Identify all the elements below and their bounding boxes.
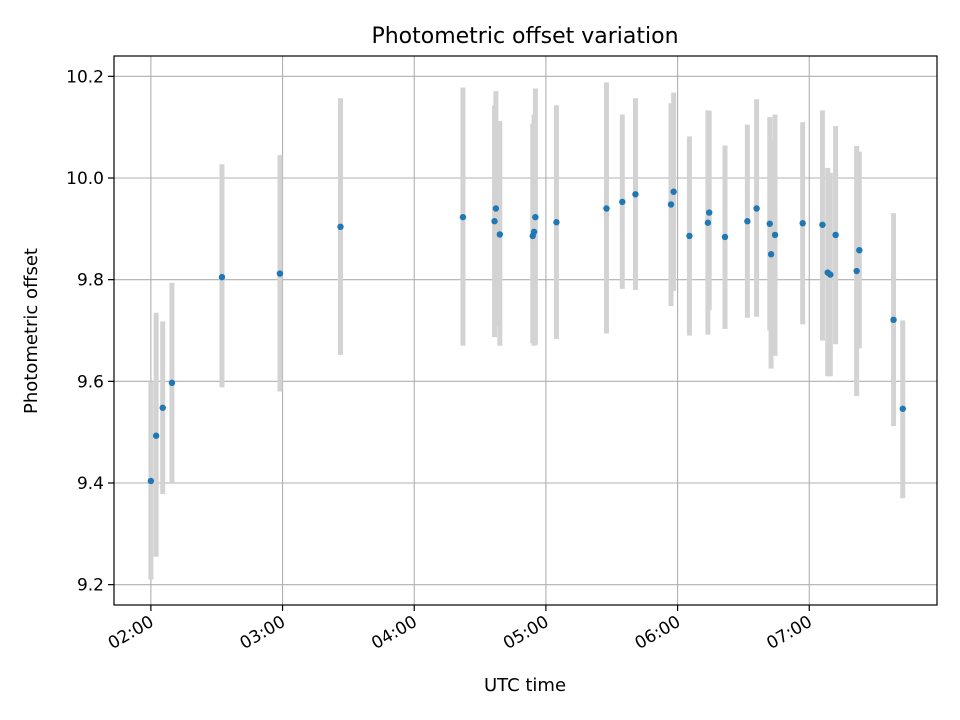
data-point xyxy=(337,223,344,230)
grid xyxy=(114,56,937,605)
y-tick-label: 9.6 xyxy=(77,372,104,392)
y-tick-label: 9.8 xyxy=(77,271,104,291)
data-point xyxy=(890,316,897,324)
data-point xyxy=(603,205,610,212)
data-point xyxy=(159,404,166,411)
data-point xyxy=(832,231,839,239)
data-points xyxy=(147,188,906,485)
chart-title: Photometric offset variation xyxy=(371,24,678,49)
plot-frame xyxy=(113,55,938,606)
data-point xyxy=(492,205,500,212)
y-tick-label: 9.2 xyxy=(77,576,104,596)
data-point xyxy=(147,477,155,485)
data-point xyxy=(168,379,176,387)
y-axis-label: Photometric offset xyxy=(21,248,42,414)
data-point xyxy=(218,273,226,281)
data-point xyxy=(766,220,773,227)
y-tick-label: 10.0 xyxy=(66,169,104,189)
data-point xyxy=(532,213,539,221)
data-point xyxy=(530,228,538,236)
data-point xyxy=(771,231,779,239)
data-point xyxy=(632,191,639,198)
data-point xyxy=(459,213,467,221)
data-point xyxy=(753,205,760,212)
data-point xyxy=(152,432,160,439)
data-point xyxy=(721,233,729,241)
data-point xyxy=(744,218,751,225)
y-axis-ticks: 9.2 9.4 9.6 9.8 10.0 10.2 xyxy=(66,67,114,596)
data-point xyxy=(667,201,675,208)
data-point xyxy=(686,232,693,240)
data-point xyxy=(704,219,712,226)
data-point xyxy=(553,219,560,226)
data-point xyxy=(799,220,806,227)
data-point xyxy=(276,270,284,277)
data-point xyxy=(827,271,834,278)
data-point xyxy=(819,221,826,228)
data-point xyxy=(670,188,677,195)
data-point xyxy=(767,251,775,258)
data-point xyxy=(705,209,713,216)
data-point xyxy=(853,267,860,275)
data-point xyxy=(856,246,863,254)
data-point xyxy=(899,405,906,412)
data-point xyxy=(619,198,626,206)
data-point xyxy=(491,218,498,225)
data-point xyxy=(496,231,504,238)
x-axis-label: UTC time xyxy=(484,675,566,696)
y-tick-label: 9.4 xyxy=(77,474,104,494)
y-tick-label: 10.2 xyxy=(66,67,104,87)
